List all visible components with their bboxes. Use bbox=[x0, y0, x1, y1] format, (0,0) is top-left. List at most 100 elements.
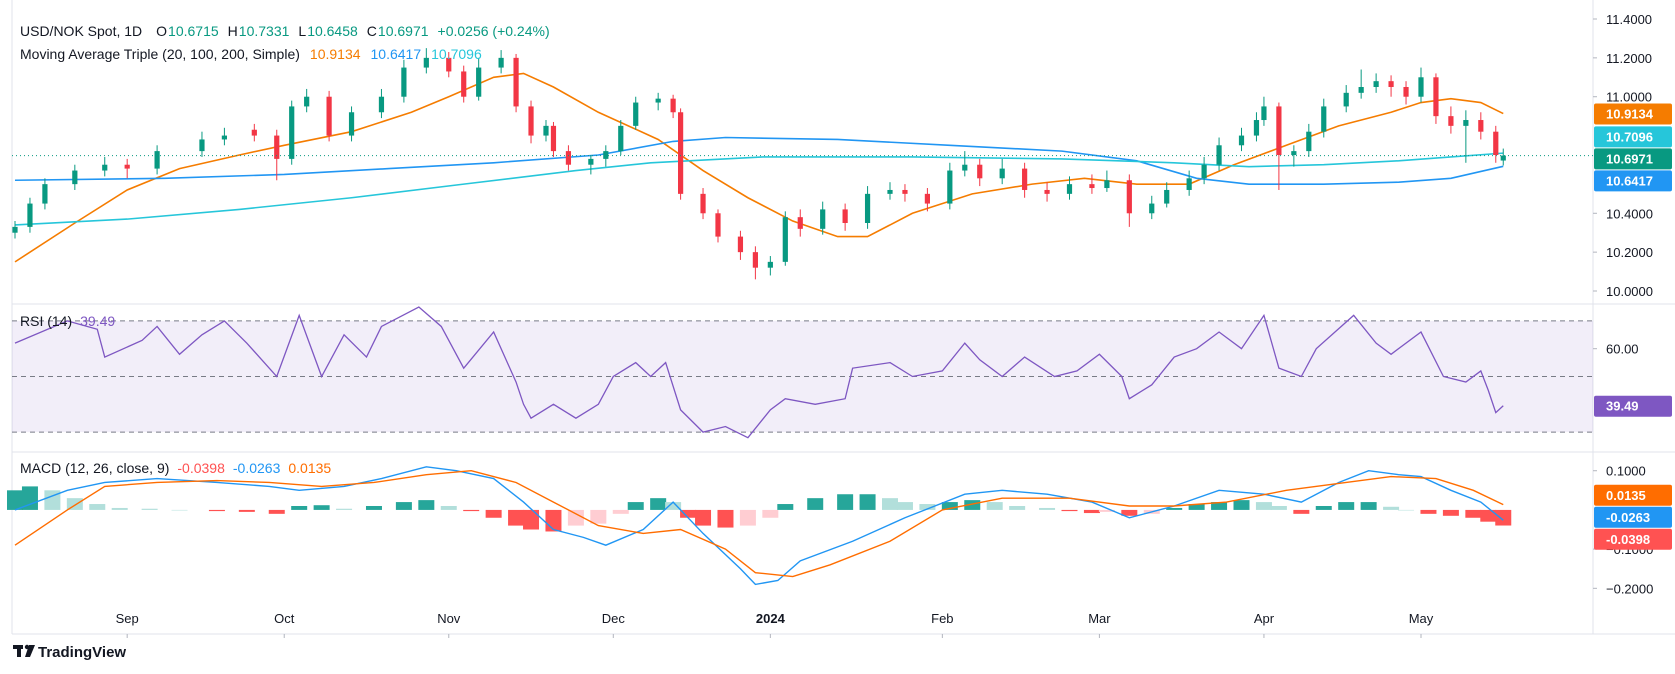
histogram-bar bbox=[1495, 509, 1512, 526]
histogram-bar bbox=[1188, 504, 1205, 510]
histogram-bar bbox=[762, 509, 779, 518]
histogram-bar bbox=[523, 509, 540, 530]
candle-body bbox=[304, 96, 310, 107]
candle-body bbox=[864, 193, 871, 223]
candle-body bbox=[476, 67, 482, 97]
histogram-bar bbox=[1166, 507, 1183, 510]
brand-logo bbox=[13, 644, 35, 657]
candle-body bbox=[1186, 178, 1192, 190]
candle-body bbox=[633, 102, 639, 126]
histogram-bar bbox=[1383, 506, 1400, 510]
histogram-bar bbox=[463, 509, 480, 512]
legend-ohlc-key: H bbox=[228, 23, 238, 39]
candle-body bbox=[401, 67, 407, 97]
histogram-bar bbox=[1039, 507, 1056, 510]
candle-body bbox=[1321, 106, 1327, 132]
legend-title: USD/NOK Spot, 1D bbox=[20, 23, 142, 39]
histogram-bar bbox=[238, 509, 255, 512]
histogram-bar bbox=[1293, 509, 1310, 514]
y-tick-label: 10.2000 bbox=[1606, 245, 1653, 260]
value-badge-label: 0.0135 bbox=[1606, 488, 1646, 503]
histogram-bar bbox=[882, 498, 899, 510]
candle-body bbox=[1291, 151, 1297, 155]
candle-body bbox=[618, 125, 624, 152]
candle-body bbox=[378, 96, 385, 113]
candle-body bbox=[1433, 77, 1439, 117]
x-tick-label: Mar bbox=[1088, 611, 1111, 626]
histogram-bar bbox=[695, 509, 712, 526]
candle-body bbox=[1276, 106, 1282, 155]
candle-body bbox=[700, 193, 706, 214]
y-tick-label: 0.1000 bbox=[1606, 464, 1646, 479]
rsi-line bbox=[14, 306, 1504, 439]
candle-body bbox=[902, 189, 908, 194]
histogram-bar bbox=[777, 504, 794, 510]
candle-body bbox=[588, 158, 594, 165]
candle-body bbox=[1201, 164, 1207, 179]
legend-indicator: Moving Average Triple (20, 100, 200, Sim… bbox=[20, 46, 300, 62]
histogram-bar bbox=[291, 506, 308, 510]
histogram-bar bbox=[859, 494, 876, 510]
candle-body bbox=[423, 57, 429, 68]
y-tick-label: 11.0000 bbox=[1606, 90, 1652, 105]
candle-body bbox=[603, 151, 609, 159]
legend-value: 0.0135 bbox=[288, 460, 331, 476]
candle-body bbox=[1418, 77, 1424, 97]
histogram-bar bbox=[21, 486, 38, 510]
legend: Moving Average Triple (20, 100, 200, Sim… bbox=[20, 46, 482, 62]
candle-body bbox=[154, 151, 160, 169]
legend-ohlc-value: 10.6458 bbox=[307, 23, 358, 39]
candle-body bbox=[446, 57, 452, 72]
x-tick-label: Nov bbox=[437, 611, 461, 626]
histogram-bar bbox=[89, 504, 106, 510]
histogram-bar bbox=[66, 498, 83, 510]
candle-body bbox=[199, 139, 205, 152]
y-tick-label: 11.4000 bbox=[1606, 12, 1652, 27]
value-badge bbox=[1594, 395, 1672, 417]
candle-body bbox=[977, 164, 983, 179]
histogram-bar bbox=[964, 500, 981, 510]
x-tick-label: Dec bbox=[602, 611, 626, 626]
histogram-bar bbox=[1009, 506, 1026, 510]
candle-body bbox=[1343, 92, 1349, 107]
candle-body bbox=[1403, 87, 1409, 97]
y-tick-label: −0.2000 bbox=[1606, 581, 1653, 596]
histogram-bar bbox=[1233, 500, 1250, 510]
histogram-bar bbox=[1480, 509, 1497, 522]
histogram-bar bbox=[1270, 506, 1287, 510]
candle-body bbox=[715, 213, 721, 237]
histogram-bar bbox=[1420, 509, 1437, 514]
legend-title: MACD (12, 26, close, 9) bbox=[20, 460, 169, 476]
candle-body bbox=[348, 112, 355, 136]
candle-body bbox=[274, 135, 280, 159]
y-tick-label: 60.00 bbox=[1606, 342, 1639, 357]
candle-body bbox=[887, 189, 893, 194]
candle-body bbox=[1500, 155, 1506, 161]
candle-body bbox=[528, 106, 534, 136]
legend-change: +0.0256 (+0.24%) bbox=[438, 23, 550, 39]
frame bbox=[11, 0, 1675, 635]
value-badge bbox=[1594, 126, 1672, 148]
candle-body bbox=[1388, 81, 1394, 87]
histogram-bar bbox=[1061, 509, 1078, 512]
legend-value: -0.0398 bbox=[177, 460, 225, 476]
candle-body bbox=[678, 112, 684, 194]
candle-body bbox=[1066, 184, 1073, 194]
candle-body bbox=[1216, 145, 1222, 165]
histogram-bar bbox=[986, 502, 1003, 510]
histogram-bar bbox=[508, 509, 525, 526]
histogram-bar bbox=[336, 508, 353, 510]
value-badge-label: 10.9134 bbox=[1606, 107, 1654, 122]
candle-body bbox=[1463, 120, 1469, 126]
candle-body bbox=[782, 217, 788, 262]
candle-body bbox=[737, 236, 744, 253]
candle-body bbox=[842, 209, 848, 223]
legend-value: 39.49 bbox=[80, 313, 115, 329]
legend-value: -0.0263 bbox=[233, 460, 281, 476]
histogram-bar bbox=[440, 506, 457, 510]
legend: USD/NOK Spot, 1D O10.6715 H10.7331 L10.6458… bbox=[20, 23, 550, 39]
candle-body bbox=[1044, 189, 1050, 194]
candle-body bbox=[550, 125, 557, 152]
